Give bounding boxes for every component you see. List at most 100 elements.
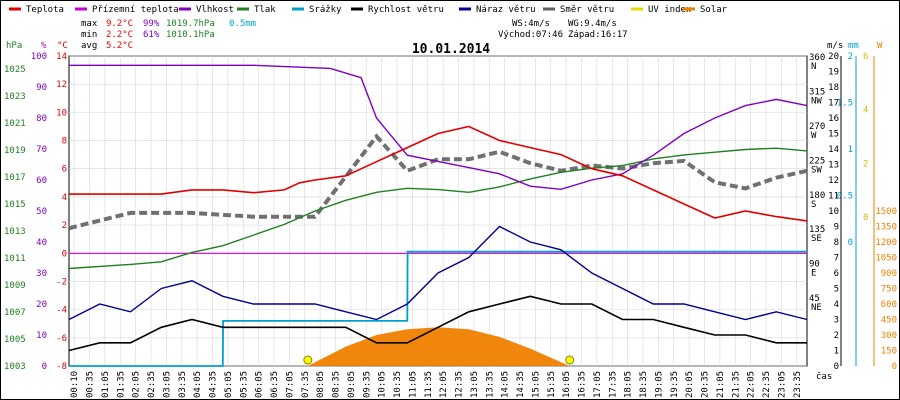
x-tick: 17:05 <box>593 371 603 398</box>
dir-tick: 225 <box>809 156 825 166</box>
x-tick: 21:05 <box>716 371 726 398</box>
w-tick: 1050 <box>875 254 897 264</box>
ms-tick: 4 <box>834 300 839 310</box>
left-axes: hPa% °C 1025 1023 1021 1019 1017 1015 1013 1011 10… <box>4 41 68 372</box>
ms-tick: 20 <box>828 52 839 62</box>
ms-tick: 11 <box>828 192 839 202</box>
mm-tick: 0.5 <box>837 192 853 202</box>
w-tick: 750 <box>881 285 897 295</box>
uv-tick: 0 <box>863 213 868 223</box>
legend: Teplota Přízemní teplota Vlhkost Tlak Srážky… <box>9 5 728 15</box>
x-tick: 07:35 <box>301 371 311 398</box>
x-tick: 05:05 <box>224 371 234 398</box>
hpa-tick: 1023 <box>4 92 26 102</box>
hpa-tick: 1009 <box>4 281 26 291</box>
x-tick: 01:05 <box>101 371 111 398</box>
ms-tick: 2 <box>834 331 839 341</box>
x-tick: 04:35 <box>209 371 219 398</box>
x-tick: 11:05 <box>408 371 418 398</box>
ms-tick: 6 <box>834 269 839 279</box>
dir-letter: E <box>811 269 816 279</box>
mm-tick: 0 <box>848 238 853 248</box>
pct-tick: 20 <box>36 300 47 310</box>
legend-label: UV index <box>648 5 692 15</box>
x-tick: 06:35 <box>270 371 280 398</box>
temp-tick: 12 <box>56 80 67 90</box>
wind-speed-line <box>68 295 807 352</box>
ms-tick: 12 <box>828 176 839 186</box>
hpa-tick: 1015 <box>4 200 26 210</box>
x-tick: 15:35 <box>547 371 557 398</box>
hpa-axis-label: hPa <box>6 41 22 51</box>
hpa-tick: 1019 <box>4 146 26 156</box>
x-tick: 19:05 <box>654 371 664 398</box>
w-tick: 600 <box>881 300 897 310</box>
w-tick: 450 <box>881 316 897 326</box>
dir-tick: 45 <box>809 294 820 304</box>
dir-letter: NE <box>811 303 822 313</box>
legend-label: Solar <box>700 5 728 15</box>
dir-tick: 180 <box>809 191 825 201</box>
dir-letter: S <box>811 200 816 210</box>
dir-tick: 135 <box>809 225 825 235</box>
legend-label: Tlak <box>254 5 276 15</box>
x-axis-label: čas <box>816 371 832 382</box>
solar-area <box>307 327 570 366</box>
x-tick: 19:35 <box>670 371 680 398</box>
legend-label: Přízemní teplota <box>92 5 179 15</box>
ms-tick: 0 <box>834 362 839 372</box>
ws-value: WS:4m/s <box>512 19 550 29</box>
temp-tick: -6 <box>56 334 67 344</box>
dir-tick: 90 <box>809 260 820 270</box>
hpa-tick: 1013 <box>4 227 26 237</box>
mm-tick: 2 <box>848 52 853 62</box>
temp-tick: 10 <box>56 108 67 118</box>
stat-label: min <box>81 30 97 40</box>
pct-tick: 90 <box>36 83 47 93</box>
mm-tick: 1 <box>848 145 853 155</box>
temp-tick: 4 <box>62 193 67 203</box>
stats-block: max 9.2°C 99% 1019.7hPa 0.5mm min 2.2°C 61% 1010… <box>81 19 256 51</box>
legend-label: Náraz větru <box>476 5 536 15</box>
ms-tick: 13 <box>828 161 839 171</box>
hpa-tick: 1003 <box>4 362 26 372</box>
temp-tick: 6 <box>62 165 67 175</box>
w-tick: 150 <box>881 347 897 357</box>
x-tick: 10:35 <box>393 371 403 398</box>
w-axis-label: W <box>877 41 883 51</box>
hpa-tick: 1005 <box>4 335 26 345</box>
pct-axis-label: % <box>41 41 47 51</box>
stat-value: 61% <box>143 30 160 40</box>
stat-value: 2.2°C <box>106 30 133 40</box>
pct-tick: 60 <box>36 176 47 186</box>
temp-tick: -8 <box>56 362 67 372</box>
stat-value: 1019.7hPa <box>166 19 215 29</box>
ms-tick: 10 <box>828 207 839 217</box>
ms-tick: 15 <box>828 130 839 140</box>
temp-tick: 0 <box>62 249 67 259</box>
pressure-line <box>68 147 808 270</box>
w-tick: 1200 <box>875 238 897 248</box>
x-tick: 13:05 <box>470 371 480 398</box>
w-tick: 900 <box>881 269 897 279</box>
x-tick: 03:05 <box>162 371 172 398</box>
x-axis: 00:10 00:35 01:05 01:35 02:05 02:35 03:05 03:35… <box>70 371 832 398</box>
legend-label: Rychlost větru <box>368 5 444 15</box>
w-tick: 300 <box>881 331 897 341</box>
dir-letter: NW <box>811 96 822 106</box>
stat-label: max <box>81 19 98 29</box>
x-tick: 22:05 <box>747 371 757 398</box>
dir-letter: SE <box>811 234 822 244</box>
x-tick: 17:35 <box>608 371 618 398</box>
x-tick: 20:35 <box>701 371 711 398</box>
wind-direction-line <box>68 133 808 231</box>
pct-tick: 30 <box>36 269 47 279</box>
w-tick: 1500 <box>875 207 897 217</box>
x-tick: 00:35 <box>86 371 96 398</box>
x-tick: 21:35 <box>731 371 741 398</box>
sunrise-marker <box>303 355 313 365</box>
uv-tick: 4 <box>863 106 868 116</box>
hpa-tick: 1011 <box>4 254 26 264</box>
x-tick: 06:05 <box>255 371 265 398</box>
